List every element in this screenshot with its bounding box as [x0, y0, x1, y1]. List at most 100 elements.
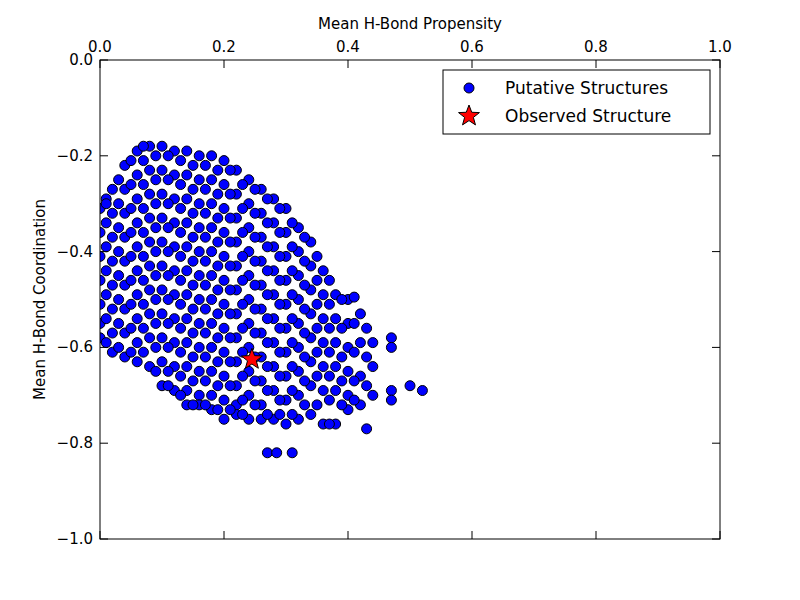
y-tick — [712, 60, 720, 61]
point — [225, 261, 235, 271]
point — [275, 203, 285, 213]
plot-marks — [100, 141, 427, 458]
point — [219, 180, 229, 190]
point — [126, 227, 136, 237]
point — [126, 156, 136, 166]
point — [163, 381, 173, 391]
point — [200, 232, 210, 242]
point — [157, 141, 167, 151]
point — [238, 275, 248, 285]
point — [163, 295, 173, 305]
point — [324, 371, 334, 381]
point — [207, 366, 217, 376]
point — [176, 323, 186, 333]
point — [219, 299, 229, 309]
x-tick — [348, 531, 349, 539]
point — [176, 251, 186, 261]
point — [100, 299, 105, 309]
point — [157, 189, 167, 199]
point — [318, 314, 328, 324]
point — [182, 266, 192, 276]
point — [262, 194, 272, 204]
point — [107, 328, 117, 338]
point — [300, 232, 310, 242]
point — [213, 333, 223, 343]
x-tick — [100, 60, 101, 68]
point — [238, 227, 248, 237]
y-tick — [712, 347, 720, 348]
point — [182, 362, 192, 372]
point — [207, 271, 217, 281]
x-tick-label: 0.4 — [336, 38, 360, 56]
point — [163, 318, 173, 328]
point — [219, 395, 229, 405]
point — [126, 275, 136, 285]
point — [225, 165, 235, 175]
point — [213, 213, 223, 223]
point — [176, 180, 186, 190]
point — [300, 376, 310, 386]
point — [114, 295, 124, 305]
point — [194, 342, 204, 352]
y-tick — [100, 443, 108, 444]
x-axis-label: Mean H-Bond Propensity — [318, 15, 502, 33]
point — [132, 357, 142, 367]
point — [126, 203, 136, 213]
point — [312, 347, 322, 357]
point — [151, 318, 161, 328]
point — [188, 376, 198, 386]
point — [132, 242, 142, 252]
point — [207, 295, 217, 305]
point — [176, 347, 186, 357]
point — [287, 242, 297, 252]
point — [107, 184, 117, 194]
point — [157, 237, 167, 247]
point — [219, 203, 229, 213]
point — [312, 299, 322, 309]
point — [114, 199, 124, 209]
point — [219, 275, 229, 285]
point — [368, 362, 378, 372]
point — [337, 323, 347, 333]
point — [262, 448, 272, 458]
point — [250, 280, 260, 290]
point — [318, 338, 328, 348]
point — [238, 371, 248, 381]
point — [194, 223, 204, 233]
point — [331, 386, 341, 396]
point — [213, 165, 223, 175]
point — [200, 304, 210, 314]
point — [337, 295, 347, 305]
point — [101, 199, 111, 209]
legend-marker — [464, 83, 474, 93]
point — [275, 323, 285, 333]
point — [126, 299, 136, 309]
point — [194, 247, 204, 257]
point — [225, 381, 235, 391]
y-tick — [100, 251, 108, 252]
point — [188, 160, 198, 170]
point — [318, 362, 328, 372]
y-tick — [712, 443, 720, 444]
point — [275, 227, 285, 237]
point — [262, 218, 272, 228]
point — [349, 376, 359, 386]
x-tick — [720, 60, 721, 68]
point — [157, 165, 167, 175]
point — [107, 304, 117, 314]
point — [194, 318, 204, 328]
point — [272, 448, 282, 458]
point — [300, 256, 310, 266]
point — [238, 251, 248, 261]
point — [188, 352, 198, 362]
point — [337, 376, 347, 386]
point — [145, 165, 155, 175]
point — [200, 160, 210, 170]
point — [176, 156, 186, 166]
point — [157, 261, 167, 271]
y-tick — [712, 539, 720, 540]
point — [343, 366, 353, 376]
point — [386, 342, 396, 352]
point — [219, 347, 229, 357]
point — [238, 395, 248, 405]
